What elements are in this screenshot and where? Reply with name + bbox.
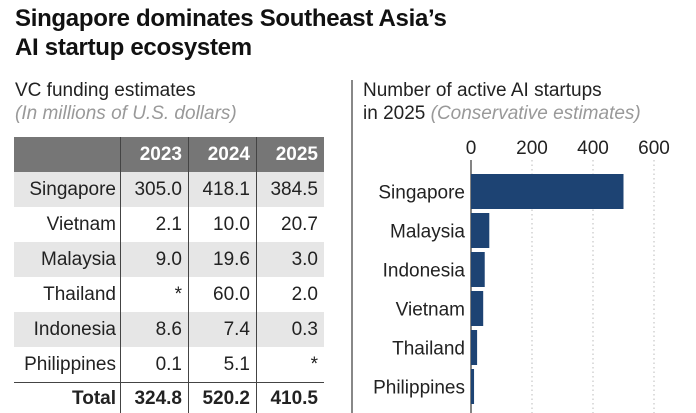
bar-malaysia [471,213,490,248]
category-label: Malaysia [390,222,465,243]
title-line-1: Singapore dominates Southeast Asia’s [15,5,447,32]
section-divider [351,80,353,413]
row-label: Philippines [24,353,116,375]
page-title: Singapore dominates Southeast Asia’s AI … [15,4,447,62]
bar-philippines [471,369,475,404]
row-label: Malaysia [14,242,121,277]
table-row: Malaysia 9.0 19.6 3.0 [14,242,324,277]
category-label: Singapore [378,183,465,204]
x-tick-label: 200 [516,138,548,159]
cell-value: 2.1 [120,207,189,242]
row-label: Indonesia [14,312,121,347]
cell-value: 2.0 [256,277,324,312]
cell-value: 410.5 [256,382,324,413]
cell-value: 8.6 [120,312,189,347]
table-row: Vietnam 2.1 10.0 20.7 [14,207,324,242]
cell-value: * [256,347,324,383]
bar-vietnam [471,291,484,326]
cell-value: 60.0 [188,277,257,312]
row-label: Total [14,382,121,413]
startups-bar-chart: 0 200 400 600 Singapore Malaysia Indonesia Viet… [373,138,670,413]
cell-value: 10.0 [188,207,257,242]
cell-value: 19.6 [188,242,257,277]
chart-title: Number of active AI startups [363,80,602,101]
cell-value: 520.2 [188,382,257,413]
header-blank [14,137,121,172]
bar-indonesia [471,252,485,287]
table-row: Indonesia 8.6 7.4 0.3 [14,312,324,347]
cell-value: 0.3 [256,312,324,347]
chart-note: (Conservative estimates) [430,103,641,124]
title-line-2: AI startup ecosystem [15,34,252,61]
chart-heading: Number of active AI startups in 2025 (Co… [363,79,641,125]
x-tick-label: 600 [638,138,670,159]
cell-value: 9.0 [120,242,189,277]
row-label: Thailand [43,283,116,305]
row-label: Vietnam [46,213,116,235]
header-2024: 2024 [188,137,257,172]
table-row: Thailand * 60.0 2.0 [14,277,324,312]
header-2025: 2025 [256,137,324,172]
cell-value: 20.7 [256,207,324,242]
table-heading: VC funding estimates (In millions of U.S… [15,79,237,125]
table-units: (In millions of U.S. dollars) [15,103,237,124]
x-tick-label: 400 [577,138,609,159]
cell-value: 5.1 [188,347,257,383]
cell-value: 418.1 [188,172,257,207]
bar-thailand [471,330,478,365]
cell-value: * [120,277,189,312]
x-tick-label: 0 [466,138,477,159]
funding-table: 2023 2024 2025 Singapore 305.0 418.1 384.5 V… [14,137,324,413]
row-label: Singapore [14,172,121,207]
header-2023: 2023 [120,137,189,172]
table-row: Philippines 0.1 5.1 * [14,347,324,383]
total-row: Total 324.8 520.2 410.5 [14,382,324,413]
table-header: 2023 2024 2025 [14,137,324,172]
table-row: Singapore 305.0 418.1 384.5 [14,172,324,207]
table-title: VC funding estimates [15,80,196,101]
cell-value: 7.4 [188,312,257,347]
cell-value: 0.1 [120,347,189,383]
category-label: Philippines [373,378,465,399]
cell-value: 324.8 [120,382,189,413]
cell-value: 384.5 [256,172,324,207]
category-label: Thailand [392,339,465,360]
chart-title-year: in 2025 [363,103,426,124]
category-label: Vietnam [396,300,465,321]
category-label: Indonesia [383,261,466,282]
cell-value: 305.0 [120,172,189,207]
bar-singapore [471,174,624,209]
cell-value: 3.0 [256,242,324,277]
